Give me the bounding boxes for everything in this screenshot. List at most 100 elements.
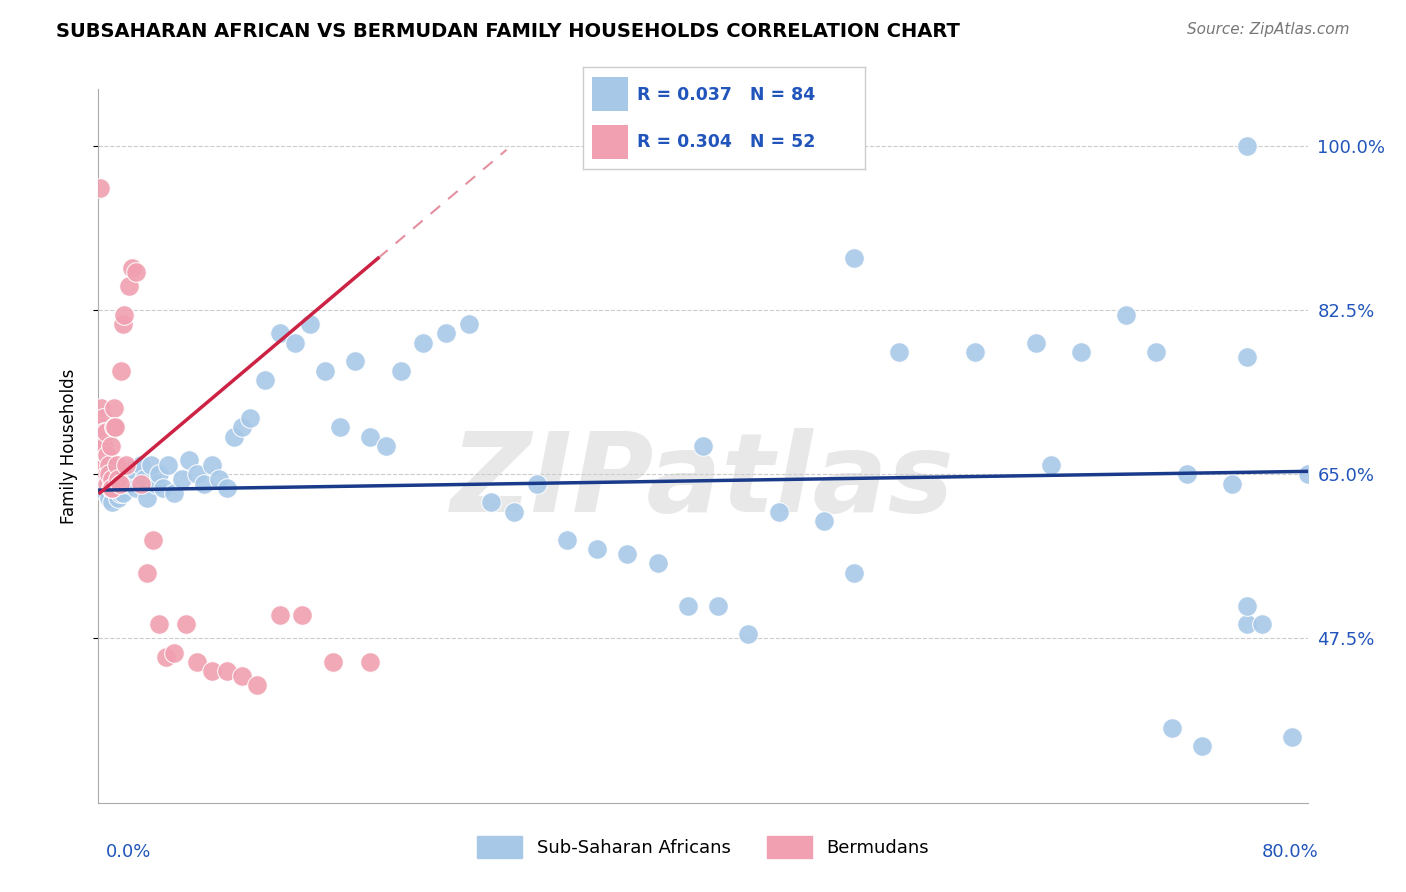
Point [90,401,112,416]
Point [132,472,155,486]
Point [291,607,314,622]
Point [105,472,128,486]
Point [96,476,118,491]
Point [284,335,307,350]
Point [101,481,124,495]
Point [110,364,132,378]
Point [94,467,117,482]
Text: 80.0%: 80.0% [1263,843,1319,861]
Bar [592,126,628,159]
Point [125,265,148,279]
Point [844,251,866,265]
Point [90,434,112,449]
Bar [592,77,628,111]
Point [110,476,132,491]
Point [152,481,174,495]
Point [965,345,987,359]
Point [91,410,114,425]
Point [1236,350,1258,364]
Point [647,557,669,571]
Point [104,481,127,495]
Point [344,354,367,368]
Point [148,617,170,632]
Point [186,655,208,669]
Point [269,326,291,341]
Point [676,599,699,613]
Point [155,650,177,665]
Point [108,486,131,500]
Point [103,401,125,416]
Point [91,481,114,495]
Point [360,429,382,443]
Point [208,472,231,486]
Point [329,420,352,434]
Point [91,439,114,453]
Point [555,533,578,547]
Point [1296,467,1319,482]
Point [526,476,548,491]
Y-axis label: Family Households: Family Households [59,368,77,524]
Point [156,458,179,472]
Point [112,308,135,322]
Point [100,481,122,495]
Point [96,467,118,482]
Text: R = 0.037   N = 84: R = 0.037 N = 84 [637,86,815,103]
Point [1236,599,1258,613]
Point [174,617,197,632]
Point [118,476,141,491]
Point [201,458,224,472]
Point [100,476,122,491]
Point [98,458,121,472]
Text: ZIPatlas: ZIPatlas [451,428,955,535]
Point [1160,721,1182,735]
Point [1070,345,1092,359]
Point [107,491,129,505]
Point [141,458,163,472]
Point [503,505,526,519]
Point [737,627,759,641]
Point [114,458,136,472]
Point [586,542,609,557]
Point [360,655,382,669]
Point [93,476,115,491]
Point [111,317,134,331]
Point [231,420,253,434]
Point [481,495,503,509]
Text: 0.0%: 0.0% [105,843,150,861]
Point [101,472,124,486]
Point [129,476,152,491]
Point [105,458,128,472]
Text: SUBSAHARAN AFRICAN VS BERMUDAN FAMILY HOUSEHOLDS CORRELATION CHART: SUBSAHARAN AFRICAN VS BERMUDAN FAMILY HO… [56,22,960,41]
Point [1191,739,1213,754]
Point [1236,138,1258,153]
Point [201,665,224,679]
Point [135,566,157,580]
Point [103,462,125,476]
Point [94,425,117,439]
Point [692,439,714,453]
Point [93,458,115,472]
Point [1039,458,1062,472]
Point [104,420,127,434]
Point [103,420,125,434]
Point [1144,345,1167,359]
Legend: Sub-Saharan Africans, Bermudans: Sub-Saharan Africans, Bermudans [470,829,936,865]
Point [707,599,730,613]
Point [145,476,167,491]
Point [246,678,269,692]
Point [98,491,121,505]
Point [239,410,262,425]
Point [101,495,124,509]
Point [90,458,112,472]
Point [94,458,117,472]
Point [1024,335,1046,350]
Point [96,449,118,463]
Point [135,491,157,505]
Point [129,458,152,472]
Point [1220,476,1243,491]
Point [1251,617,1274,632]
Point [148,467,170,482]
Point [269,607,291,622]
Point [96,472,118,486]
Point [170,472,193,486]
